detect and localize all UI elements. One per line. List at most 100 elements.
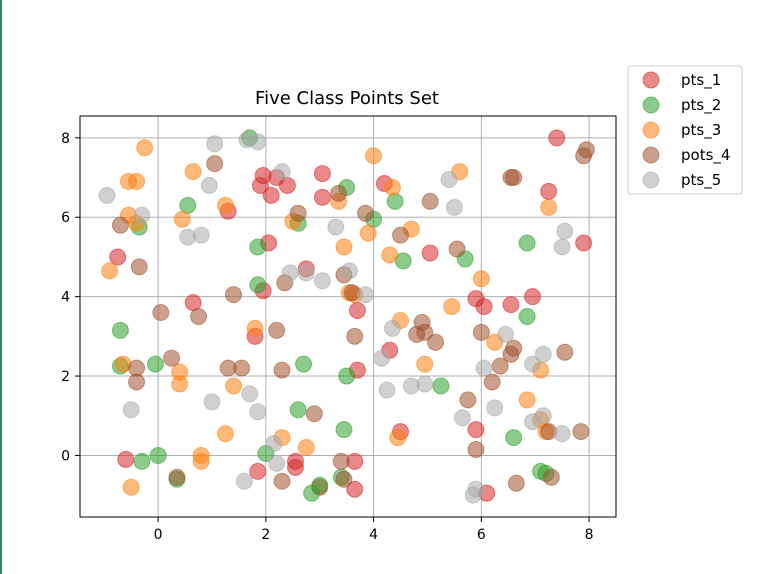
data-point [305, 405, 323, 423]
data-point [128, 373, 146, 391]
data-point [184, 163, 202, 181]
window-edge-line [0, 0, 2, 574]
data-point [553, 238, 571, 256]
data-point [467, 441, 485, 459]
data-point [486, 399, 504, 417]
data-point [190, 308, 208, 325]
data-point [168, 468, 186, 486]
data-point [346, 480, 364, 498]
data-point [149, 446, 167, 464]
data-point [416, 323, 434, 341]
data-point [346, 327, 364, 345]
series-pts_2 [111, 129, 555, 502]
data-point [117, 450, 135, 468]
data-point [348, 302, 366, 320]
legend-label: pts_2 [681, 96, 721, 115]
data-point [216, 196, 234, 214]
legend-marker [642, 146, 660, 164]
data-point [327, 218, 345, 236]
data-point [497, 325, 515, 343]
data-point [332, 452, 350, 470]
data-point [281, 264, 299, 282]
data-point [273, 163, 291, 181]
data-point [505, 339, 523, 357]
data-point [440, 171, 458, 189]
x-tick-label: 4 [369, 527, 378, 543]
data-point [421, 244, 439, 262]
legend-marker [642, 171, 660, 189]
data-point [416, 355, 434, 373]
legend: pts_1 pts_2 pts_3 pots_4 pts_5 [627, 65, 743, 195]
data-point [262, 186, 280, 204]
data-point [459, 391, 477, 409]
y-tick-label: 0 [61, 448, 70, 464]
data-point [534, 407, 552, 425]
data-point [518, 391, 536, 409]
series-pots_4 [111, 141, 595, 492]
legend-label: pts_3 [681, 121, 721, 140]
data-point [518, 234, 536, 252]
data-point [251, 176, 269, 194]
data-point [421, 192, 439, 210]
data-point [378, 381, 396, 399]
legend-marker [642, 71, 660, 89]
data-point [524, 355, 542, 373]
data-point [542, 468, 560, 486]
data-point [556, 222, 574, 240]
data-point [289, 204, 307, 222]
data-point [556, 343, 574, 361]
data-point [111, 321, 129, 339]
data-point [111, 216, 129, 234]
data-point [383, 319, 401, 337]
x-tick-label: 8 [585, 527, 594, 543]
data-point [416, 375, 434, 393]
data-point [524, 288, 542, 306]
data-point [192, 452, 210, 470]
data-point [472, 323, 490, 341]
data-point [249, 276, 267, 294]
data-point [122, 401, 140, 419]
data-point [128, 173, 146, 191]
series-pts_5 [98, 131, 574, 504]
data-points [98, 129, 595, 504]
data-point [133, 452, 151, 470]
data-point [216, 425, 234, 443]
y-tick-label: 6 [61, 210, 70, 226]
data-point [359, 224, 377, 242]
data-point [448, 240, 466, 258]
data-point [392, 226, 410, 244]
data-point [286, 458, 304, 476]
data-point [297, 439, 315, 457]
data-point [540, 198, 558, 216]
data-point [432, 377, 450, 395]
data-point [553, 425, 571, 443]
legend-label: pts_5 [681, 171, 721, 190]
data-point [136, 139, 154, 157]
data-point [241, 385, 259, 403]
data-point [518, 308, 536, 325]
data-point [381, 246, 399, 264]
data-point [507, 474, 525, 492]
data-point [235, 472, 253, 490]
data-point [572, 423, 590, 441]
y-tick-label: 4 [61, 290, 70, 306]
data-point [475, 359, 493, 377]
data-point [464, 486, 482, 504]
data-point [249, 133, 267, 151]
data-point [575, 147, 593, 165]
data-point [313, 165, 331, 183]
legend-marker [642, 96, 660, 114]
x-tick-label: 2 [261, 527, 270, 543]
data-point [289, 401, 307, 419]
data-point [101, 262, 119, 280]
data-point [130, 258, 148, 276]
chart-title: Five Class Points Set [255, 88, 439, 109]
data-point [505, 169, 523, 187]
data-point [427, 333, 445, 351]
data-point [268, 454, 286, 472]
data-point [357, 286, 375, 304]
data-point [163, 349, 181, 367]
data-point [249, 238, 267, 256]
data-point [548, 129, 566, 147]
